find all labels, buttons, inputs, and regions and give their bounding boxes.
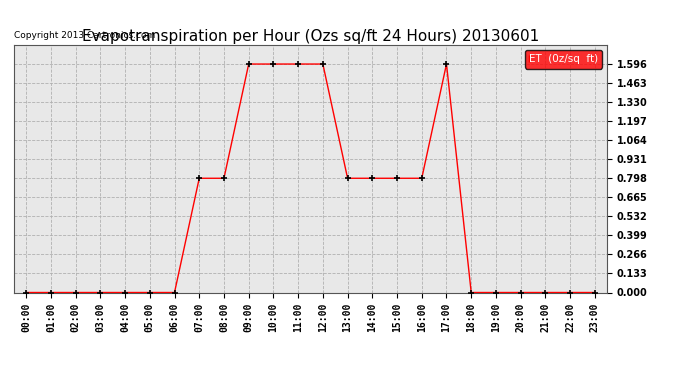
Legend: ET  (0z/sq  ft): ET (0z/sq ft) — [524, 50, 602, 69]
Text: Copyright 2013 Cartronics.com: Copyright 2013 Cartronics.com — [14, 31, 155, 40]
Title: Evapotranspiration per Hour (Ozs sq/ft 24 Hours) 20130601: Evapotranspiration per Hour (Ozs sq/ft 2… — [82, 29, 539, 44]
